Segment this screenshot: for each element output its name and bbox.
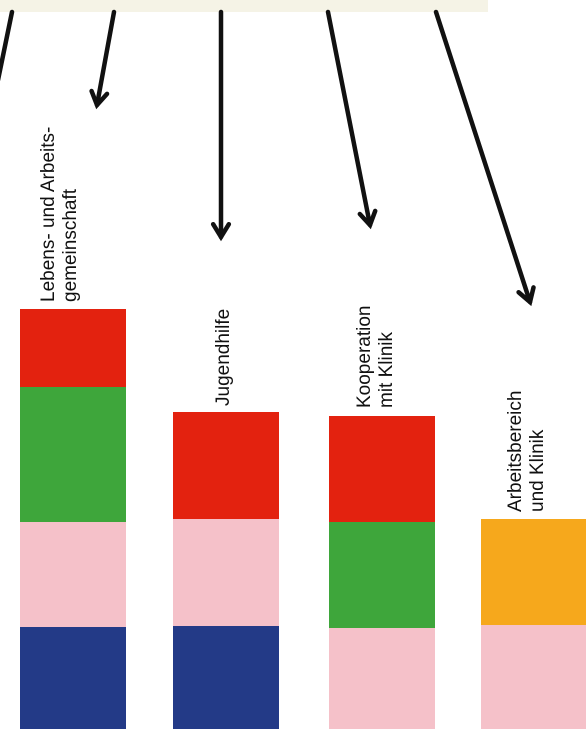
arrow-head <box>357 208 378 230</box>
label-line-2: gemeinschaft <box>60 188 81 302</box>
arrow-4 <box>325 9 378 230</box>
label-line-1: Kooperation <box>354 305 375 408</box>
block-green <box>20 387 126 522</box>
arrow-2 <box>89 9 117 110</box>
label-arbeitsbereich-und-klinik: Arbeitsbereich und Klinik <box>505 391 549 512</box>
arrow-head <box>89 88 110 110</box>
label-line-1: Lebens- und Arbeits- <box>38 126 59 302</box>
arrow-5 <box>433 9 536 307</box>
block-red <box>20 309 126 387</box>
block-pink <box>173 519 279 626</box>
block-orange <box>481 519 586 625</box>
label-line-2: und Klinik <box>527 429 548 512</box>
block-blue <box>20 627 126 729</box>
label-jugendhilfe: Jugendhilfe <box>213 309 235 406</box>
block-blue <box>173 626 279 729</box>
label-line-1: Jugendhilfe <box>213 308 234 406</box>
block-pink <box>481 625 586 729</box>
arrow-head <box>516 285 536 307</box>
label-line-2: mit Klinik <box>376 331 397 408</box>
block-red <box>173 412 279 519</box>
block-pink <box>329 628 435 729</box>
label-lebens-arbeitsgemeinschaft: Lebens- und Arbeits- gemeinschaft <box>38 127 82 302</box>
column-lebens-arbeitsgemeinschaft <box>20 309 126 729</box>
column-arbeitsbereich-und-klinik <box>481 519 586 729</box>
arrow-1 <box>0 9 15 82</box>
block-pink <box>20 522 126 627</box>
label-kooperation-mit-klinik: Kooperation mit Klinik <box>354 306 398 408</box>
label-line-1: Arbeitsbereich <box>505 390 526 512</box>
block-red <box>329 416 435 522</box>
column-jugendhilfe <box>173 412 279 729</box>
arrow-3 <box>210 9 232 242</box>
arrow-head <box>210 221 232 242</box>
top-banner-strip <box>0 0 488 12</box>
block-green <box>329 522 435 628</box>
column-kooperation-mit-klinik <box>329 416 435 729</box>
